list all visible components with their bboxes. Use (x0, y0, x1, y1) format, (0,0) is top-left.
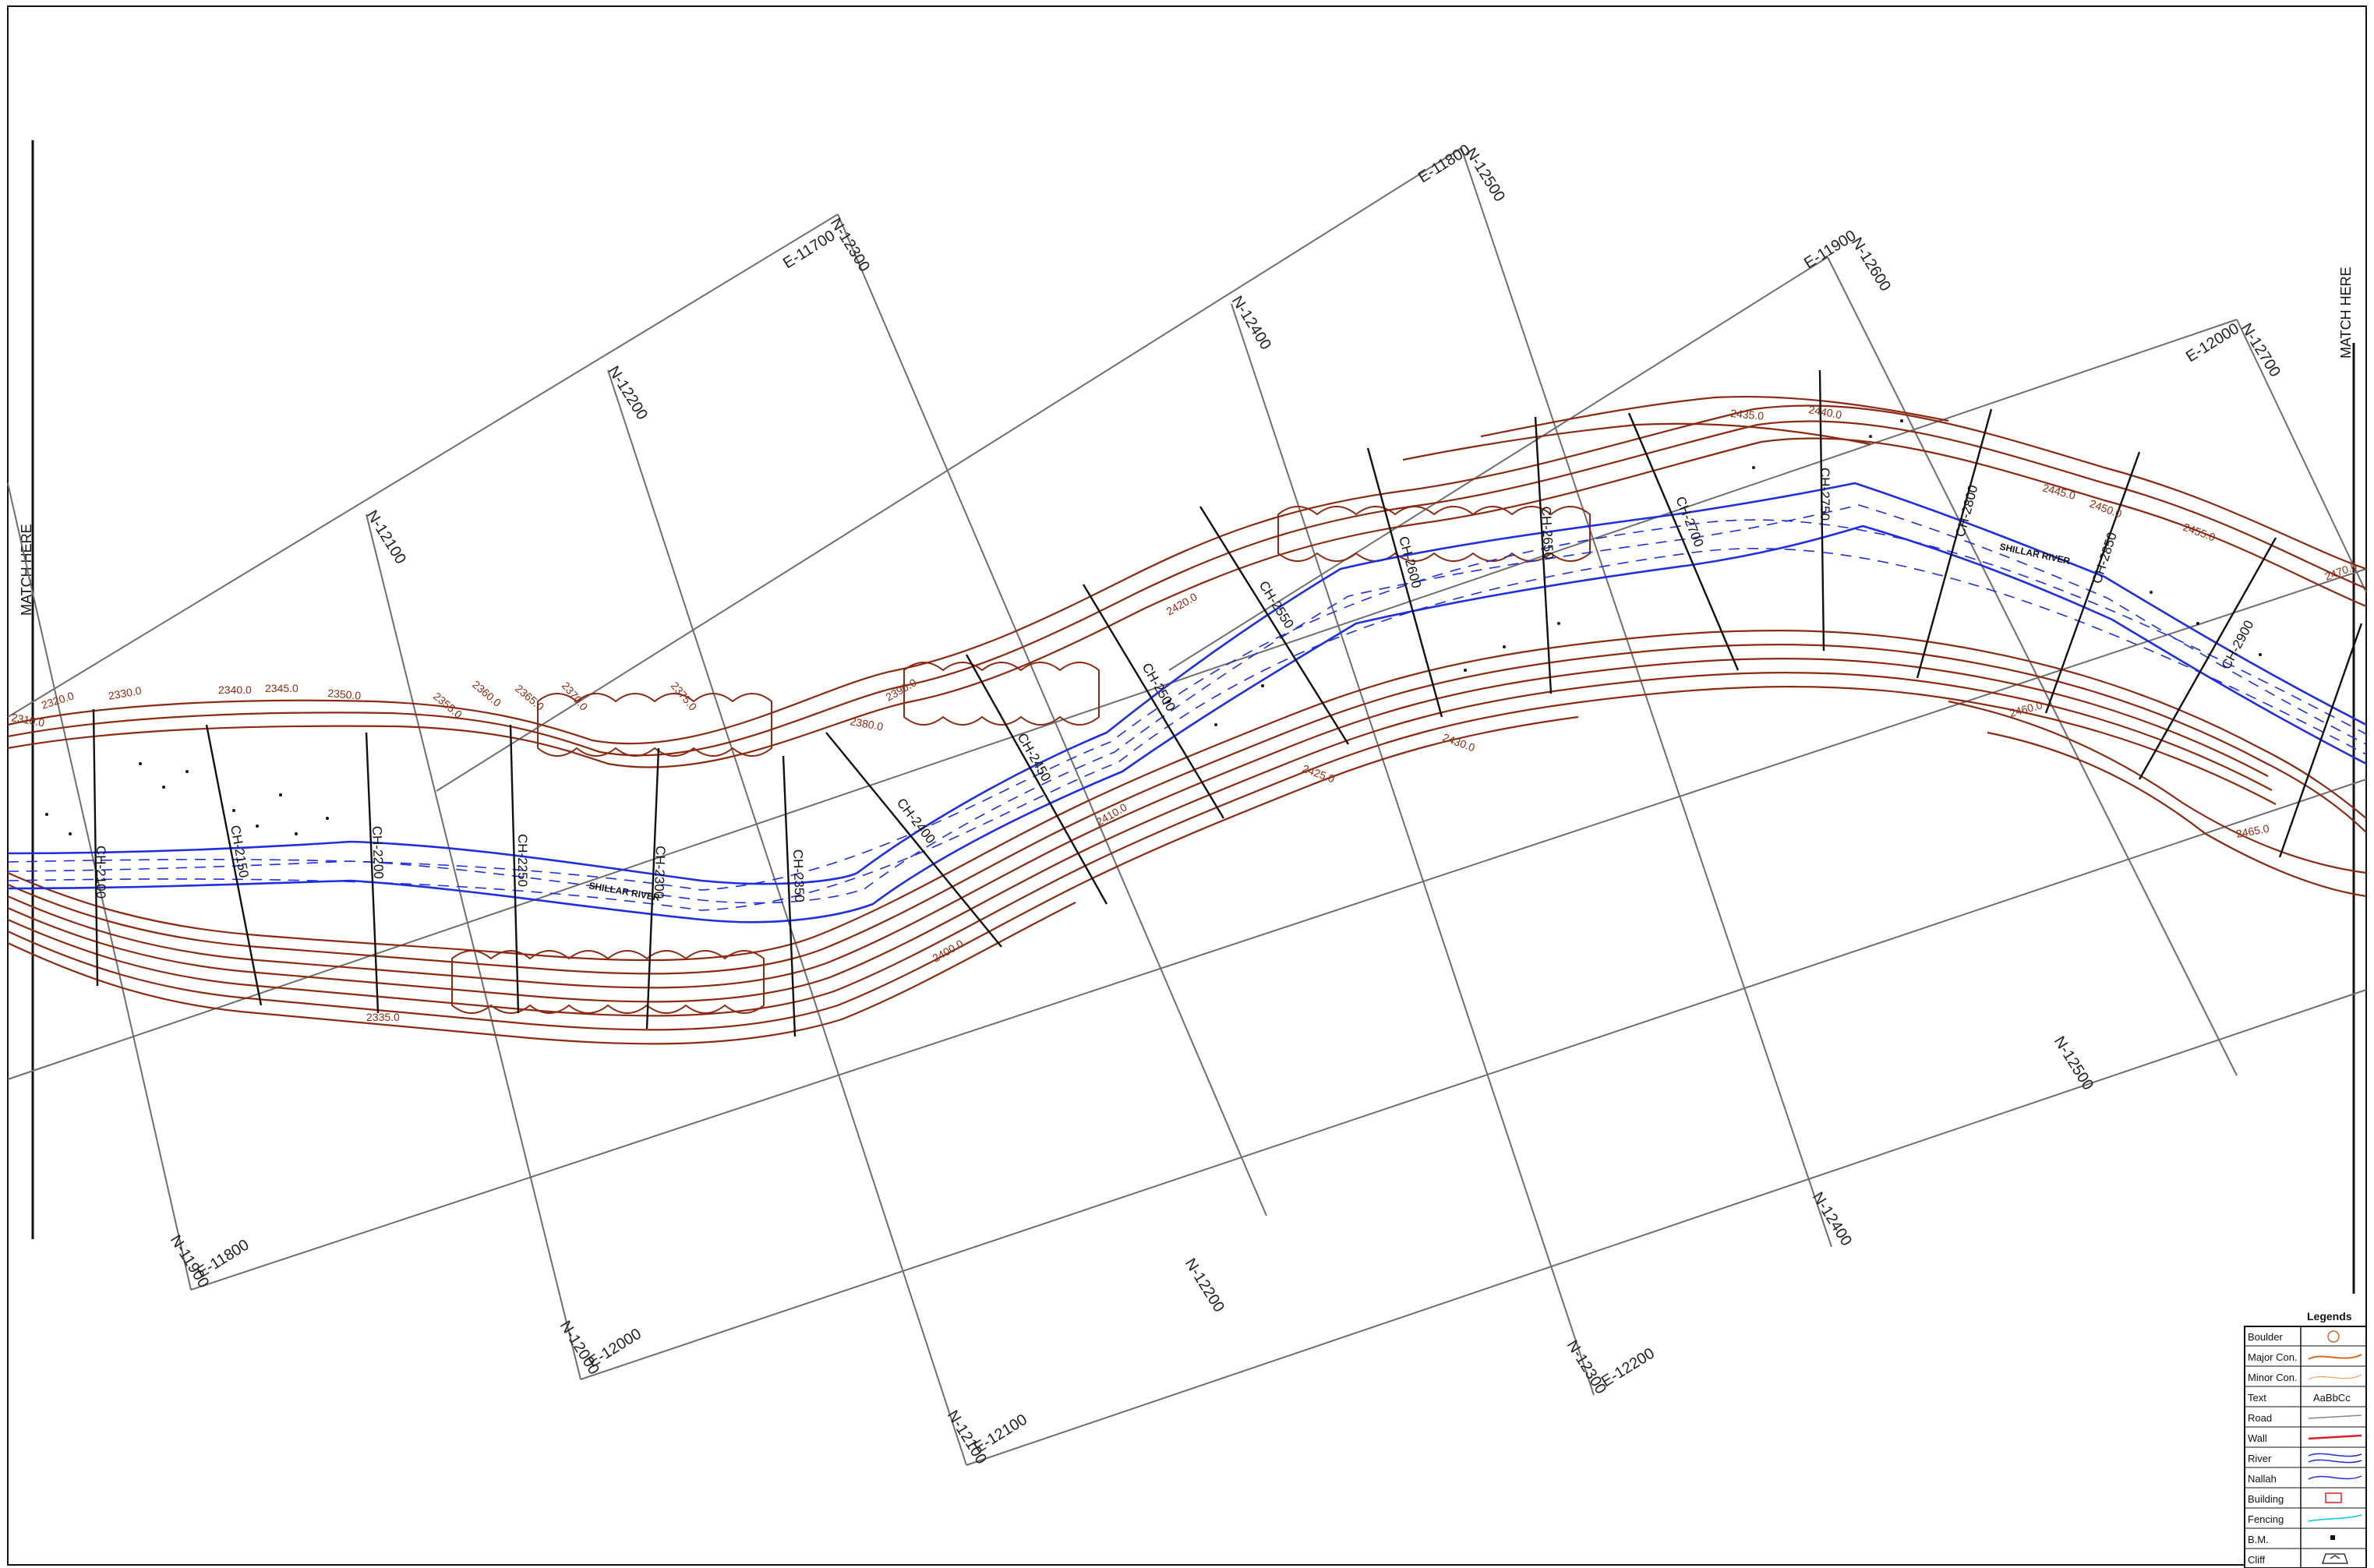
svg-text:B.M.: B.M. (2248, 1534, 2269, 1545)
contour-label: 2360.0 (470, 678, 503, 709)
match-label-right: MATCH HERE (2338, 267, 2354, 358)
grid-label: E-12000 (585, 1326, 645, 1372)
boulder-icon (2327, 1330, 2340, 1343)
contour-label: 2365.0 (513, 682, 546, 713)
contour-label: 2380.0 (849, 715, 884, 733)
match-label-left: MATCH HERE (19, 524, 34, 616)
contour-label: 2440.0 (1807, 403, 1842, 421)
legend-row-road: Road (2245, 1412, 2366, 1428)
contour-label: 2330.0 (108, 684, 143, 702)
road-icon (2308, 1414, 2362, 1419)
contour-label: 2310.0 (10, 711, 45, 729)
legend: Legends Boulder Major Con. Minor Con. Te… (2244, 1310, 2367, 1568)
legend-row-benchmark: B.M. (2245, 1534, 2366, 1549)
svg-text:Fencing: Fencing (2248, 1513, 2284, 1525)
section-label: CH-2250 (515, 834, 530, 887)
cliff-icon (2322, 1553, 2348, 1564)
section-label: CH-2850 (2090, 531, 2120, 586)
river-name-label: SHILLAR RIVER (1998, 541, 2071, 567)
contour-label: 2420.0 (1164, 590, 1199, 617)
contour-label: 2335.0 (366, 1011, 400, 1023)
grid-label: N-12400 (1809, 1189, 1855, 1249)
section-label: CH-2100 (94, 846, 108, 899)
contour-lines (7, 395, 2367, 1045)
wall-icon (2308, 1434, 2362, 1440)
svg-text:Wall: Wall (2248, 1432, 2267, 1444)
grid-label: E-11900 (1801, 227, 1860, 272)
legend-row-fencing: Fencing (2245, 1513, 2366, 1529)
section-label: CH-2200 (369, 825, 386, 879)
major-contour-icon (2308, 1354, 2362, 1360)
minor-contour-icon (2308, 1374, 2362, 1380)
legend-row-cliff: Cliff (2248, 1553, 2348, 1566)
building-icon (2325, 1492, 2342, 1503)
legend-row-major-contour: Major Con. (2245, 1351, 2366, 1367)
grid-label: N-12200 (605, 363, 651, 423)
legend-row-wall: Wall (2245, 1432, 2366, 1448)
grid-label: N-12200 (1182, 1255, 1228, 1315)
contour-label: 2350.0 (327, 687, 362, 702)
svg-text:Road: Road (2248, 1412, 2272, 1424)
legend-title: Legends (2307, 1310, 2352, 1323)
svg-text:River: River (2248, 1453, 2272, 1464)
fencing-icon (2308, 1514, 2362, 1522)
legend-row-building: Building (2245, 1492, 2366, 1509)
cross-sections (92, 369, 2363, 1037)
sheet-border (7, 5, 2367, 1566)
contour-label: 2345.0 (265, 682, 299, 694)
section-label: CH-2300 (652, 846, 668, 899)
grid-label: N-12500 (2051, 1033, 2097, 1093)
grid-label: E-11800 (1415, 141, 1474, 186)
contour-label: 2410.0 (1094, 800, 1129, 828)
section-label: CH-2800 (1953, 483, 1981, 539)
legend-row-nallah: Nallah (2245, 1473, 2366, 1489)
grid-label: E-11700 (780, 227, 839, 272)
grid-label: N-12600 (1848, 235, 1894, 295)
legend-row-boulder: Boulder (2245, 1330, 2366, 1347)
svg-text:Cliff: Cliff (2248, 1554, 2266, 1566)
legend-row-river: River (2245, 1453, 2366, 1468)
svg-text:Minor Con.: Minor Con. (2248, 1372, 2298, 1383)
contour-label: 2400.0 (931, 937, 966, 964)
section-labels: CH-2100 CH-2150 CH-2200 CH-2250 CH-2300 … (94, 468, 2256, 902)
grid-label: N-12300 (1563, 1337, 1609, 1397)
contour-label: 2390.0 (884, 676, 919, 703)
text-sample-icon: AaBbCc (2313, 1392, 2351, 1404)
river: SHILLAR RIVER SHILLAR RIVER (7, 482, 2367, 923)
grid-label: N-12400 (1228, 293, 1274, 353)
contour-label: 2320.0 (40, 689, 76, 712)
svg-text:Major Con.: Major Con. (2248, 1351, 2298, 1363)
section-label: CH-2350 (790, 849, 807, 902)
contour-label: 2465.0 (2235, 822, 2270, 840)
legend-row-text: Text AaBbCc (2245, 1392, 2366, 1407)
grid-label: N-12500 (1462, 145, 1508, 205)
svg-text:Boulder: Boulder (2248, 1331, 2283, 1343)
coordinate-grid (7, 147, 2367, 1466)
contour-label: 2340.0 (218, 683, 252, 696)
section-label: CH-2650 (1539, 506, 1556, 560)
grid-label: E-12100 (971, 1411, 1030, 1457)
contour-label: 2435.0 (1730, 407, 1765, 422)
river-icon (2308, 1453, 2362, 1464)
svg-text:Nallah: Nallah (2248, 1473, 2277, 1485)
benchmark-icon (2330, 1535, 2335, 1540)
survey-points (45, 419, 2262, 835)
section-label: CH-2750 (1818, 468, 1832, 521)
grid-label: E-12000 (2183, 320, 2242, 366)
contour-label: 2375.0 (669, 680, 700, 713)
nallah-icon (2308, 1475, 2362, 1480)
svg-text:Text: Text (2248, 1392, 2266, 1404)
legend-row-minor-contour: Minor Con. (2245, 1372, 2366, 1387)
contour-label: 2455.0 (2181, 521, 2217, 544)
grid-label: E-12200 (1599, 1345, 1658, 1391)
grid-label: E-11800 (194, 1236, 253, 1281)
contour-label: 2445.0 (2041, 481, 2077, 502)
grid-label: N-12100 (363, 507, 409, 567)
contour-label: 2430.0 (1441, 731, 1477, 754)
svg-text:Building: Building (2248, 1493, 2284, 1505)
grid-label: N-12300 (827, 215, 873, 275)
